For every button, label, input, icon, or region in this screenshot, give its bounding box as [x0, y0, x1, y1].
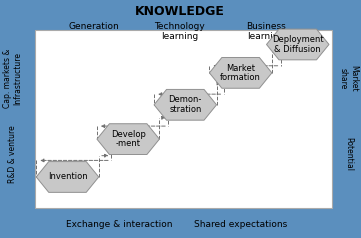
Text: Market
formation: Market formation	[220, 64, 261, 82]
FancyBboxPatch shape	[35, 30, 332, 208]
Text: Generation: Generation	[69, 22, 119, 31]
Text: Shared expectations: Shared expectations	[194, 220, 287, 229]
Polygon shape	[154, 89, 217, 120]
Text: Develop
-ment: Develop -ment	[111, 130, 145, 149]
Text: Market
share: Market share	[339, 65, 358, 92]
Text: Invention: Invention	[48, 173, 87, 181]
Text: Potential: Potential	[344, 138, 353, 172]
Polygon shape	[97, 124, 160, 154]
Polygon shape	[266, 29, 329, 60]
Text: Technology
learning: Technology learning	[155, 22, 205, 41]
Text: Business
learning: Business learning	[246, 22, 286, 41]
Text: Exchange & interaction: Exchange & interaction	[66, 220, 173, 229]
Text: Cap. markets &
Infrastructure: Cap. markets & Infrastructure	[3, 49, 23, 109]
Text: KNOWLEDGE: KNOWLEDGE	[135, 5, 225, 18]
Text: Deployment
& Diffusion: Deployment & Diffusion	[272, 35, 323, 54]
Polygon shape	[36, 162, 99, 192]
Polygon shape	[209, 58, 272, 88]
Text: Demon-
stration: Demon- stration	[169, 95, 202, 114]
Text: R&D & venture: R&D & venture	[8, 126, 17, 183]
